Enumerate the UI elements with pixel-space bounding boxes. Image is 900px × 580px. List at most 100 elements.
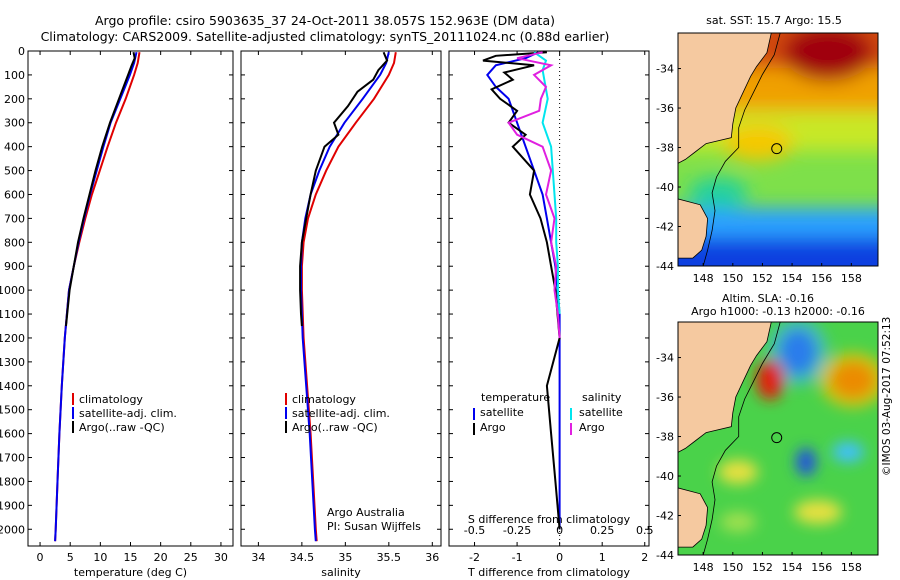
- series-line-temperature-argo: [482, 51, 561, 530]
- depth-tick-label: 1200: [0, 332, 25, 345]
- legend-title: salinity: [582, 391, 622, 404]
- legend-entry: satellite-adj. clim.: [79, 407, 177, 420]
- salinity-diff-axis-label: S difference from climatology: [468, 513, 631, 526]
- legend-entry: satellite-adj. clim.: [292, 407, 390, 420]
- lat-tick-label: -36: [656, 102, 674, 115]
- x-tick-label: 25: [184, 551, 198, 564]
- lat-tick-label: -42: [656, 510, 674, 523]
- series-line-satellite-adj-clim-: [300, 51, 390, 542]
- sst-deep-blue-band: [678, 238, 878, 266]
- depth-tick-label: 1000: [0, 284, 25, 297]
- lon-tick-label: 158: [841, 561, 862, 574]
- x-axis-label: T difference from climatology: [467, 566, 630, 579]
- x-tick-label: 34: [251, 551, 265, 564]
- lon-tick-label: 158: [841, 272, 862, 285]
- sla-high-eddy: [756, 360, 784, 400]
- lon-tick-label: 154: [782, 561, 803, 574]
- legend-entry: climatology: [79, 393, 143, 406]
- depth-tick-label: 800: [4, 236, 25, 249]
- x-tick-label: 10: [93, 551, 107, 564]
- legend-entry: Argo: [480, 421, 506, 434]
- lon-tick-label: 150: [722, 272, 743, 285]
- x-tick-label: 2: [641, 551, 648, 564]
- sla-light-patch: [720, 512, 756, 532]
- legend-title: temperature: [481, 391, 550, 404]
- sla-map-subtitle: Argo h1000: -0.13 h2000: -0.16: [691, 305, 865, 318]
- lat-tick-label: -44: [656, 549, 674, 562]
- sla-map-title: Altim. SLA: -0.16: [722, 292, 814, 305]
- land-mainland: [678, 322, 772, 453]
- depth-tick-label: 200: [4, 93, 25, 106]
- x-tick-label: -2: [469, 551, 480, 564]
- figure-title-line2: Climatology: CARS2009. Satellite-adjuste…: [40, 29, 610, 44]
- lat-tick-label: -38: [656, 142, 674, 155]
- salinity-diff-tick-label: 0.25: [590, 524, 615, 537]
- series-line-salinity-argo: [507, 51, 561, 339]
- series-line-satellite-adj-clim-: [54, 51, 138, 542]
- shelf-contour: [702, 33, 781, 266]
- sla-map-frame: [677, 321, 879, 556]
- depth-tick-label: 1600: [0, 428, 25, 441]
- legend-entry: Argo(..raw -QC): [292, 421, 378, 434]
- sla-low-halo: [768, 322, 828, 386]
- sst-map-field: [678, 33, 878, 266]
- series-line-climatology: [300, 52, 397, 542]
- legend-entry: Argo: [579, 421, 605, 434]
- sst-cool-patch: [688, 178, 748, 208]
- lon-tick-label: 148: [693, 272, 714, 285]
- depth-tick-label: 400: [4, 141, 25, 154]
- lat-tick-label: -40: [656, 470, 674, 483]
- sla-low-eddy: [796, 448, 816, 476]
- argo-float-marker: [771, 143, 783, 155]
- difference-profile-frame: [448, 50, 650, 547]
- sst-map-frame: [677, 32, 879, 267]
- lon-tick-label: 152: [752, 561, 773, 574]
- x-tick-label: 35.5: [377, 551, 402, 564]
- annotation-line: PI: Susan Wijffels: [327, 520, 421, 533]
- annotation-line: Argo Australia: [327, 506, 405, 519]
- lon-tick-label: 148: [693, 561, 714, 574]
- salinity-profile-frame: [240, 50, 442, 547]
- series-line-argo-raw-qc-: [65, 52, 136, 327]
- sst-eddy: [723, 125, 793, 161]
- lon-tick-label: 156: [811, 561, 832, 574]
- x-axis-label: salinity: [321, 566, 361, 579]
- depth-tick-label: 1700: [0, 452, 25, 465]
- x-tick-label: 0: [37, 551, 44, 564]
- series-line-argo-raw-qc-: [299, 51, 389, 327]
- sla-blobs: [718, 322, 878, 532]
- lon-tick-label: 156: [811, 272, 832, 285]
- x-tick-label: 30: [214, 551, 228, 564]
- x-tick-label: -1: [512, 551, 523, 564]
- depth-tick-label: 1800: [0, 475, 25, 488]
- sla-high-halo: [819, 352, 878, 408]
- depth-tick-label: 1100: [0, 308, 25, 321]
- sla-blue-patch: [832, 442, 864, 462]
- lat-tick-label: -34: [656, 63, 674, 76]
- salinity-diff-tick-label: -0.5: [464, 524, 485, 537]
- depth-tick-label: 1400: [0, 380, 25, 393]
- depth-tick-label: 0: [18, 45, 25, 58]
- lon-tick-label: 152: [752, 272, 773, 285]
- land-tasmania: [678, 487, 709, 548]
- lon-tick-label: 154: [782, 272, 803, 285]
- lat-tick-label: -42: [656, 221, 674, 234]
- legend-entry: satellite: [579, 406, 623, 419]
- sst-map-title: sat. SST: 15.7 Argo: 15.5: [706, 14, 842, 27]
- x-tick-label: 34.5: [290, 551, 315, 564]
- depth-tick-label: 1300: [0, 356, 25, 369]
- depth-tick-label: 900: [4, 260, 25, 273]
- legend-entry: satellite: [480, 406, 524, 419]
- salinity-diff-tick-label: 0: [556, 524, 563, 537]
- x-tick-label: 20: [154, 551, 168, 564]
- depth-tick-label: 600: [4, 188, 25, 201]
- x-tick-label: 0: [556, 551, 563, 564]
- x-axis-label: temperature (deg C): [74, 566, 187, 579]
- lat-tick-label: -34: [656, 352, 674, 365]
- depth-tick-label: 100: [4, 69, 25, 82]
- legend-entry: climatology: [292, 393, 356, 406]
- x-tick-label: 36: [425, 551, 439, 564]
- depth-tick-label: 500: [4, 165, 25, 178]
- depth-tick-label: 1900: [0, 499, 25, 512]
- sst-hot-core: [783, 33, 873, 81]
